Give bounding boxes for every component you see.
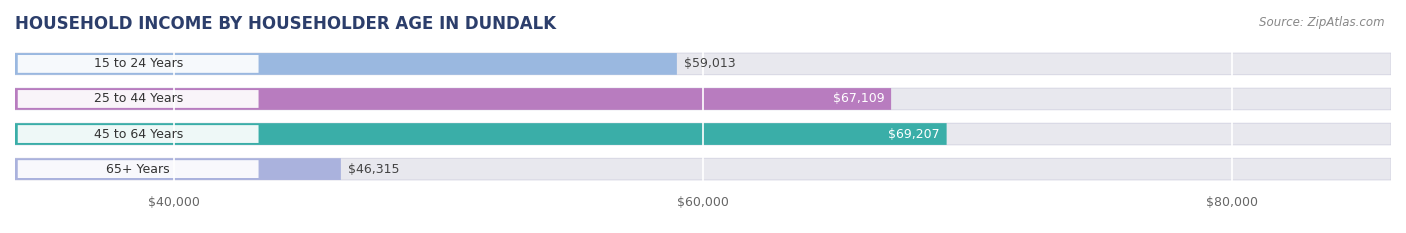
Text: $46,315: $46,315 [347, 163, 399, 176]
Text: $69,207: $69,207 [889, 127, 939, 140]
FancyBboxPatch shape [15, 158, 340, 180]
FancyBboxPatch shape [15, 88, 1391, 110]
FancyBboxPatch shape [15, 53, 1391, 75]
Text: $67,109: $67,109 [832, 93, 884, 106]
Text: Source: ZipAtlas.com: Source: ZipAtlas.com [1260, 16, 1385, 29]
Text: 65+ Years: 65+ Years [107, 163, 170, 176]
FancyBboxPatch shape [15, 53, 676, 75]
FancyBboxPatch shape [15, 123, 946, 145]
FancyBboxPatch shape [18, 90, 259, 108]
Text: $59,013: $59,013 [683, 57, 735, 70]
FancyBboxPatch shape [18, 125, 259, 143]
FancyBboxPatch shape [18, 55, 259, 73]
FancyBboxPatch shape [15, 123, 1391, 145]
Text: 25 to 44 Years: 25 to 44 Years [94, 93, 183, 106]
FancyBboxPatch shape [15, 158, 1391, 180]
FancyBboxPatch shape [18, 160, 259, 178]
FancyBboxPatch shape [15, 88, 891, 110]
Text: HOUSEHOLD INCOME BY HOUSEHOLDER AGE IN DUNDALK: HOUSEHOLD INCOME BY HOUSEHOLDER AGE IN D… [15, 15, 557, 33]
Text: 45 to 64 Years: 45 to 64 Years [94, 127, 183, 140]
Text: 15 to 24 Years: 15 to 24 Years [94, 57, 183, 70]
